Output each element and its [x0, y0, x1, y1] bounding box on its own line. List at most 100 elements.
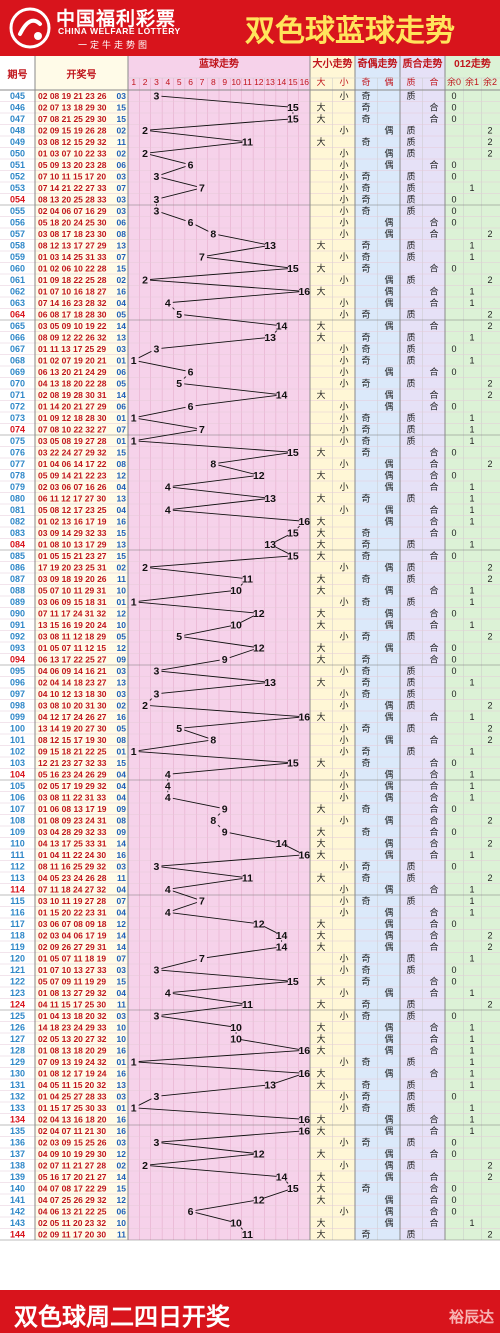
- point-bg: [196, 182, 207, 193]
- size-value: 小: [339, 597, 348, 607]
- parity-value: 偶: [384, 320, 393, 331]
- red-balls: 04 13 17 25 33 31: [38, 839, 107, 849]
- prime-value: 质: [406, 1102, 415, 1113]
- prime-value: 合: [429, 769, 438, 780]
- parity-value: 偶: [384, 619, 393, 630]
- point-bg: [151, 1137, 162, 1148]
- blue-trend-point: 4: [165, 769, 171, 781]
- size-value: 小: [339, 344, 348, 354]
- mod3-value: 1: [469, 908, 474, 918]
- size-value: 大: [316, 573, 325, 584]
- point-bg: [185, 217, 196, 228]
- red-balls: 04 07 08 17 22 29: [38, 1184, 107, 1194]
- blue-number-header: 8: [211, 77, 216, 87]
- blue-trend-point: 1: [131, 436, 137, 448]
- parity-value: 奇: [361, 263, 370, 274]
- blue-ball: 07: [117, 252, 127, 262]
- parity-value: 奇: [361, 113, 370, 124]
- period-number: 131: [10, 1080, 25, 1090]
- parity-value: 奇: [361, 803, 370, 814]
- blue-ball: 15: [117, 977, 127, 987]
- prime-trend-header: 质合走势: [403, 57, 443, 70]
- red-balls: 07 08 21 25 29 30: [38, 114, 107, 124]
- mod3-value: 2: [487, 724, 492, 734]
- mod3-value: 2: [487, 563, 492, 573]
- prime-value: 合: [429, 780, 438, 791]
- point-bg: [162, 481, 173, 492]
- blue-ball: 13: [117, 333, 127, 343]
- prime-value: 质: [406, 194, 415, 205]
- parity-value: 奇: [361, 1079, 370, 1090]
- subheader-label: 余1: [465, 76, 479, 87]
- mod3-value: 1: [469, 954, 474, 964]
- blue-ball: 13: [117, 241, 127, 251]
- subheader-label: 余2: [483, 76, 497, 87]
- size-value: 小: [339, 1057, 348, 1067]
- mod3-value: 1: [469, 597, 474, 607]
- mod3-value: 1: [469, 1023, 474, 1033]
- subheader-label: 偶: [384, 76, 393, 87]
- red-balls: 01 08 12 17 19 24: [38, 1069, 107, 1079]
- parity-value: 奇: [361, 631, 370, 642]
- period-number: 107: [10, 804, 25, 814]
- blue-ball: 02: [117, 1161, 127, 1171]
- blue-ball: 06: [117, 160, 127, 170]
- parity-value: 奇: [361, 412, 370, 423]
- prime-value: 合: [429, 102, 438, 113]
- red-balls: 03 05 09 10 19 22: [38, 321, 107, 331]
- prime-value: 质: [406, 665, 415, 676]
- red-balls: 08 12 13 17 27 29: [38, 241, 107, 251]
- parity-value: 偶: [384, 159, 393, 170]
- mod3-value: 2: [487, 379, 492, 389]
- parity-value: 偶: [384, 286, 393, 297]
- point-bg: [196, 251, 207, 262]
- red-balls: 01 05 07 11 18 19: [38, 954, 106, 964]
- blue-ball: 02: [117, 126, 127, 136]
- prime-value: 合: [429, 838, 438, 849]
- size-value: 大: [316, 642, 325, 653]
- prime-value: 合: [429, 1183, 438, 1194]
- red-balls: 09 15 18 21 22 25: [38, 747, 107, 757]
- blue-ball: 01: [117, 1103, 127, 1113]
- blue-ball: 13: [117, 1080, 127, 1090]
- period-number: 124: [10, 1000, 25, 1010]
- size-value: 小: [339, 402, 348, 412]
- parity-value: 奇: [361, 872, 370, 883]
- red-balls: 04 09 10 19 29 30: [38, 1149, 107, 1159]
- mod3-value: 2: [487, 275, 492, 285]
- period-number: 049: [10, 137, 25, 147]
- parity-value: 奇: [361, 964, 370, 975]
- parity-value: 偶: [384, 125, 393, 136]
- size-value: 小: [339, 367, 348, 377]
- period-number: 069: [10, 367, 25, 377]
- blue-trend-point: 3: [154, 194, 160, 206]
- prime-value: 合: [429, 1194, 438, 1205]
- parity-value: 偶: [384, 608, 393, 619]
- blue-trend-point: 7: [199, 424, 205, 436]
- size-value: 小: [339, 505, 348, 515]
- red-balls: 03 08 10 20 31 30: [38, 701, 107, 711]
- size-value: 大: [316, 286, 325, 297]
- red-balls: 01 14 20 21 27 29: [38, 402, 107, 412]
- size-value: 大: [316, 999, 325, 1010]
- blue-number-header: 1: [131, 77, 136, 87]
- point-bg: [128, 355, 139, 366]
- point-bg: [162, 884, 173, 895]
- red-balls: 01 05 15 21 23 27: [38, 551, 107, 561]
- prime-value: 合: [429, 987, 438, 998]
- period-number: 076: [10, 448, 25, 458]
- period-number: 054: [10, 195, 25, 205]
- point-bg: [208, 734, 219, 745]
- point-bg: [208, 228, 219, 239]
- prime-value: 合: [429, 159, 438, 170]
- point-bg: [299, 286, 310, 297]
- size-value: 小: [339, 689, 348, 699]
- mod3-value: 1: [469, 1080, 474, 1090]
- size-value: 小: [339, 701, 348, 711]
- prime-value: 质: [406, 895, 415, 906]
- red-balls: 01 02 06 10 22 28: [38, 264, 107, 274]
- mod3-value: 0: [451, 666, 456, 676]
- period-number: 087: [10, 574, 25, 584]
- point-bg: [162, 297, 173, 308]
